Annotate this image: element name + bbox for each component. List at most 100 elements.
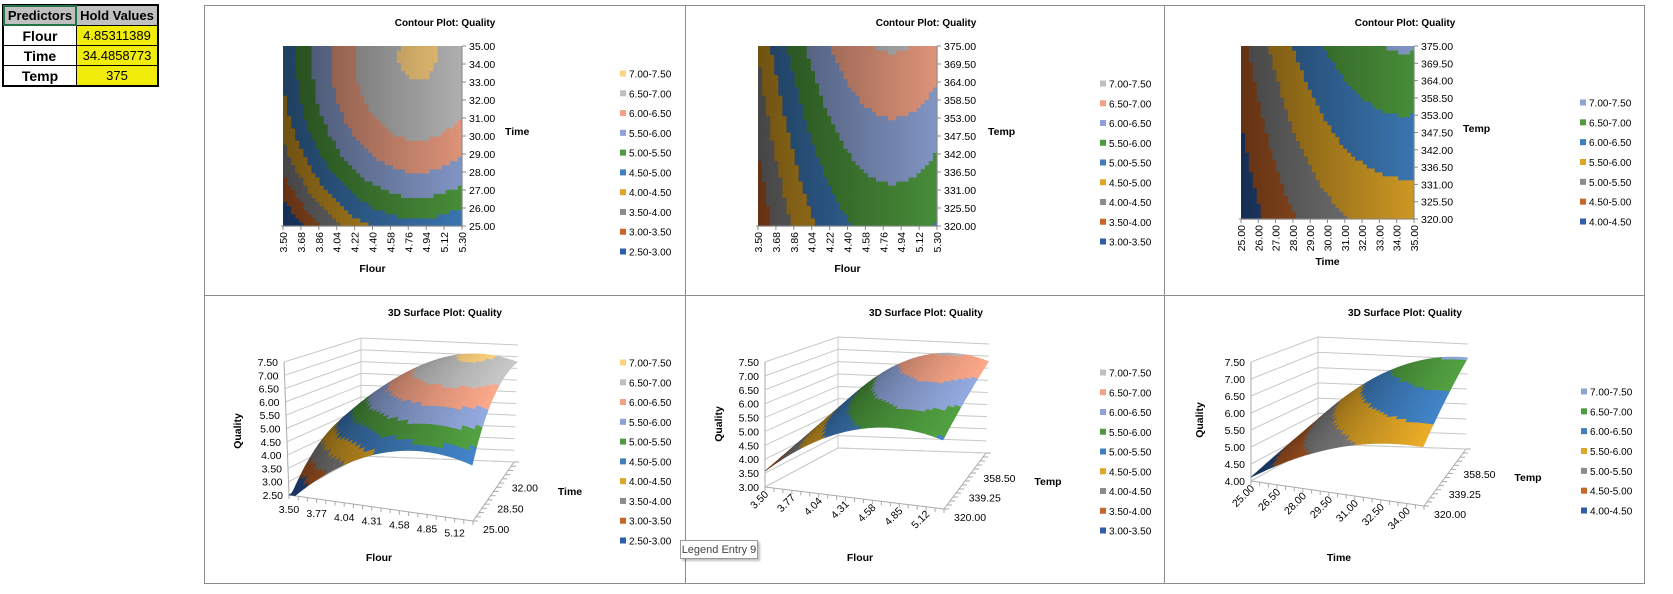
contour-cell: [352, 164, 357, 170]
legend-item[interactable]: 6.00-6.50: [1100, 119, 1152, 130]
legend-item[interactable]: 3.00-3.50: [620, 228, 672, 239]
legend-item[interactable]: 4.50-5.00: [620, 168, 672, 179]
contour-cell: [327, 189, 333, 194]
legend-item[interactable]: 6.00-6.50: [620, 109, 672, 120]
contour-cell: [855, 164, 861, 170]
contour-cell: [863, 221, 869, 227]
contour-cell: [1303, 140, 1309, 145]
chart-contour-flour-time[interactable]: Contour Plot: Quality 3.50 3.68 3.86 4.04 4.2…: [204, 5, 686, 296]
contour-cell: [323, 107, 329, 113]
legend-item[interactable]: 3.50-4.00: [620, 208, 672, 219]
contour-cell: [1244, 132, 1250, 138]
legend-item[interactable]: 3.00-3.50: [1100, 238, 1152, 249]
contour-cell: [1252, 171, 1258, 177]
contour-cell: [863, 111, 869, 117]
contour-cell: [774, 123, 779, 129]
legend-item[interactable]: 4.50-5.00: [1100, 178, 1152, 189]
contour-cell: [1248, 152, 1254, 157]
contour-cell: [819, 115, 824, 121]
contour-cell: [413, 209, 418, 215]
legend-swatch: [620, 129, 626, 136]
legend-item[interactable]: 7.00-7.50: [620, 70, 672, 81]
contour-cell: [1248, 187, 1254, 193]
contour-cell: [429, 181, 435, 186]
contour-cell: [299, 176, 304, 182]
contour-cell: [307, 54, 313, 59]
contour-cell: [843, 148, 849, 153]
contour-cell: [433, 62, 439, 68]
contour-cell: [441, 78, 447, 84]
hold-value-cell[interactable]: 4.85311389: [76, 25, 159, 46]
legend-item[interactable]: 5.50-6.00: [1100, 139, 1152, 150]
contour-cell: [327, 148, 333, 153]
predictor-name[interactable]: Temp: [2, 65, 77, 87]
hold-value-cell[interactable]: 34.4858773: [76, 45, 159, 66]
contour-cell: [421, 74, 426, 80]
legend-item[interactable]: 2.50-3.00: [620, 248, 672, 259]
contour-cell: [311, 46, 317, 51]
contour-cell: [449, 156, 455, 162]
contour-cell: [912, 189, 918, 194]
contour-cell: [335, 144, 341, 149]
contour-cell: [417, 70, 422, 76]
contour-cell: [912, 181, 918, 186]
contour-cell: [823, 148, 828, 153]
contour-cell: [831, 111, 836, 117]
contour-cell: [311, 140, 317, 145]
contour-cell: [400, 127, 406, 133]
contour-cell: [875, 185, 881, 190]
contour-cell: [405, 95, 410, 100]
contour-cell: [327, 217, 333, 223]
contour-cell: [871, 78, 877, 84]
legend-item[interactable]: 4.00-4.50: [1100, 198, 1152, 209]
contour-cell: [303, 181, 309, 186]
contour-cell: [1284, 97, 1289, 102]
contour-cell: [1272, 132, 1277, 138]
legend-item[interactable]: 6.50-7.00: [620, 89, 672, 100]
contour-cell: [884, 86, 889, 92]
contour-cell: [904, 136, 910, 141]
contour-cell: [928, 66, 934, 72]
contour-cell: [1296, 140, 1301, 145]
contour-cell: [831, 86, 836, 92]
contour-cell: [871, 46, 877, 51]
contour-cell: [295, 86, 300, 92]
contour-cell: [827, 221, 832, 227]
contour-cell: [283, 74, 288, 80]
contour-cell: [1292, 175, 1297, 181]
predictor-name[interactable]: Time: [2, 45, 77, 66]
contour-cell: [814, 58, 820, 63]
legend-item[interactable]: 4.00-4.50: [620, 188, 672, 199]
contour-cell: [790, 144, 796, 149]
contour-cell: [884, 91, 889, 96]
header-hold-values[interactable]: Hold Values: [76, 4, 159, 26]
contour-cell: [1303, 120, 1309, 126]
contour-cell: [835, 152, 840, 158]
legend-item[interactable]: 7.00-7.50: [1100, 80, 1152, 91]
contour-cell: [348, 193, 353, 198]
legend-item[interactable]: 3.50-4.00: [1100, 218, 1152, 229]
legend-swatch: [1100, 179, 1106, 186]
contour-cell: [794, 201, 800, 207]
contour-cell: [319, 176, 325, 182]
contour-cell: [327, 213, 333, 219]
legend-item[interactable]: 5.50-6.00: [620, 129, 672, 140]
hold-value-cell[interactable]: 375: [76, 65, 159, 87]
legend-item[interactable]: 5.00-5.50: [1100, 159, 1152, 170]
contour-cell: [1248, 120, 1254, 126]
contour-cell: [896, 164, 901, 170]
header-predictors[interactable]: Predictors: [2, 4, 77, 26]
contour-cell: [1241, 191, 1246, 197]
contour-cell: [449, 189, 455, 194]
chart-contour-flour-temp[interactable]: Contour Plot: Quality 3.50 3.68 3.86 4.04 4.2…: [685, 5, 1165, 296]
legend-item[interactable]: 6.50-7.00: [1100, 99, 1152, 110]
chart-contour-time-temp[interactable]: Contour Plot: Quality 25.00 26.00 27.00 28.0…: [1164, 5, 1645, 296]
contour-cell: [831, 152, 836, 158]
predictor-name[interactable]: Flour: [2, 25, 77, 46]
contour-cell: [323, 74, 329, 80]
contour-cell: [867, 164, 873, 170]
contour-cell: [843, 119, 849, 125]
legend-item[interactable]: 5.00-5.50: [620, 149, 672, 160]
contour-cell: [790, 46, 796, 51]
contour-cell: [376, 119, 382, 125]
